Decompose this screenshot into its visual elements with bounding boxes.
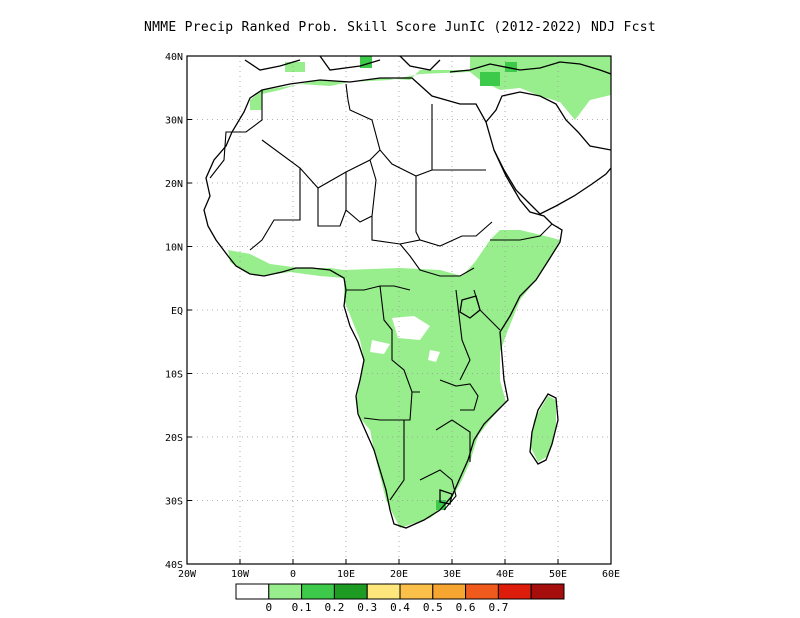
lon-axis-labels: 20W 10W 0 10E 20E 30E 40E 50E 60E — [178, 569, 620, 580]
lake-victoria — [459, 295, 481, 319]
colorbar-swatch — [497, 583, 532, 600]
lat-tick-label: 10S — [165, 370, 183, 381]
colorbar-label: 0.1 — [292, 601, 312, 614]
lon-tick-label: 30E — [443, 569, 461, 580]
lat-tick-label: 30N — [165, 116, 183, 127]
shade-med-4 — [285, 62, 305, 72]
gap-congo-3 — [428, 350, 440, 362]
colorbar-swatch — [301, 583, 335, 600]
shade-med-3 — [480, 72, 500, 86]
shade-central-africa — [344, 230, 560, 528]
lat-tick-label: 10N — [165, 243, 183, 254]
map-title: NMME Precip Ranked Prob. Skill Score Jun… — [144, 20, 656, 35]
axis-ticks — [186, 55, 612, 565]
lat-tick-label: EQ — [171, 306, 183, 317]
colorbar-swatch — [465, 583, 499, 600]
colorbar-label: 0 — [265, 601, 272, 614]
colorbar-label: 0.2 — [324, 601, 344, 614]
colorbar-label: 0.3 — [357, 601, 377, 614]
lon-tick-label: 20E — [390, 569, 408, 580]
lat-tick-label: 40S — [165, 560, 183, 571]
colorbar-swatch — [333, 583, 368, 600]
lon-tick-label: 50E — [549, 569, 567, 580]
colorbar-swatch — [399, 583, 434, 600]
shade-guinea-coast — [228, 250, 344, 278]
shade-sa-dark — [436, 500, 446, 510]
lat-tick-label: 20N — [165, 179, 183, 190]
shade-madagascar — [530, 396, 556, 462]
colorbar-label: 0.7 — [488, 601, 508, 614]
lon-tick-label: 0 — [290, 569, 296, 580]
gap-congo-2 — [370, 340, 390, 354]
colorbar: 0 0.1 0.2 0.3 0.4 0.5 0.6 0.7 — [235, 583, 565, 614]
madagascar-coast — [529, 393, 559, 465]
lat-tick-label: 20S — [165, 433, 183, 444]
colorbar-swatch — [268, 583, 303, 600]
lat-tick-label: 40N — [165, 52, 183, 63]
colorbar-label: 0.6 — [456, 601, 476, 614]
lat-tick-label: 30S — [165, 497, 183, 508]
arabia-coast — [485, 91, 611, 215]
skill-shading — [228, 56, 611, 528]
colorbar-label: 0.4 — [390, 601, 410, 614]
colorbar-swatch — [235, 583, 270, 600]
lake-lesotho — [439, 489, 453, 505]
colorbar-swatch — [530, 583, 565, 600]
gap-congo-1 — [392, 316, 430, 340]
lon-tick-label: 20W — [178, 569, 197, 580]
europe-coast — [244, 56, 611, 75]
lon-tick-label: 60E — [602, 569, 620, 580]
lat-lon-grid — [187, 56, 611, 564]
lon-tick-label: 10E — [337, 569, 355, 580]
shade-north-africa — [245, 56, 611, 120]
borders — [209, 83, 553, 511]
colorbar-label: 0.5 — [423, 601, 443, 614]
shade-med-2 — [505, 62, 517, 72]
coastlines — [203, 56, 611, 529]
shade-med-1 — [360, 56, 372, 68]
lat-axis-labels: 40N 30N 20N 10N EQ 10S 20S 30S 40S — [165, 52, 183, 571]
lon-tick-label: 40E — [496, 569, 514, 580]
colorbar-swatch — [432, 583, 467, 600]
lon-tick-label: 10W — [231, 569, 250, 580]
colorbar-swatch — [366, 583, 401, 600]
